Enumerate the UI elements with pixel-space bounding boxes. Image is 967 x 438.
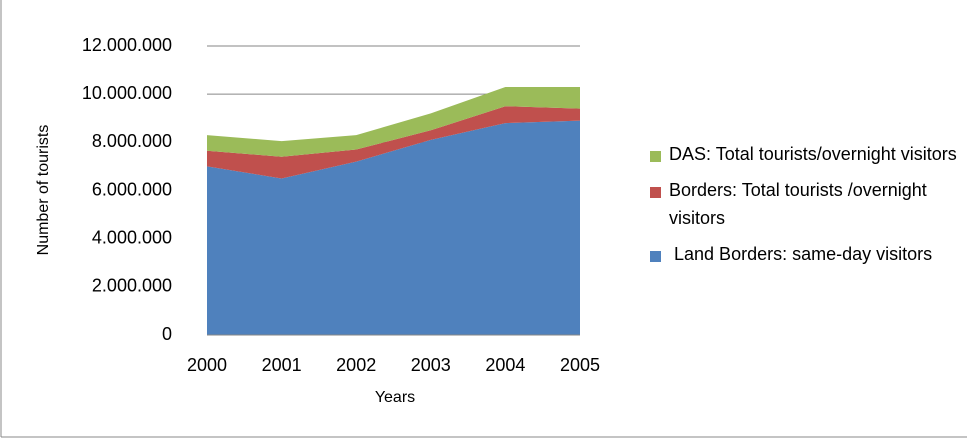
y-axis-title: Number of tourists [35, 125, 52, 256]
y-tick-label: 2.000.000 [92, 276, 172, 296]
x-axis-title: Years [375, 389, 415, 406]
area [207, 106, 580, 179]
legend-item: Borders: Total tourists /overnight visit… [650, 180, 959, 232]
y-tick-label: 10.000.000 [82, 83, 172, 103]
legend-item: Land Borders: same-day visitors [650, 244, 959, 268]
legend-label: DAS: Total tourists/overnight visitors [669, 144, 957, 164]
x-tick-label: 2003 [411, 355, 451, 375]
legend-swatch [650, 251, 661, 262]
x-tick-label: 2005 [560, 355, 600, 375]
area [207, 120, 580, 336]
legend: DAS: Total tourists/overnight visitors Bo… [650, 144, 959, 282]
legend-item: DAS: Total tourists/overnight visitors [650, 144, 959, 168]
legend-label: Borders: Total tourists /overnight visit… [669, 180, 932, 228]
legend-swatch [650, 151, 661, 162]
legend-label: Land Borders: same-day visitors [669, 244, 933, 264]
y-tick-label: 12.000.000 [82, 35, 172, 55]
y-tick-label: 0 [162, 324, 172, 344]
y-tick-label: 8.000.000 [92, 131, 172, 151]
x-tick-label: 2002 [336, 355, 376, 375]
x-tick-label: 2000 [187, 355, 227, 375]
legend-swatch [650, 187, 661, 198]
y-tick-label: 4.000.000 [92, 227, 172, 247]
area [207, 86, 580, 157]
x-tick-label: 2004 [485, 355, 525, 375]
x-tick-label: 2001 [262, 355, 302, 375]
y-tick-label: 6.000.000 [92, 179, 172, 199]
